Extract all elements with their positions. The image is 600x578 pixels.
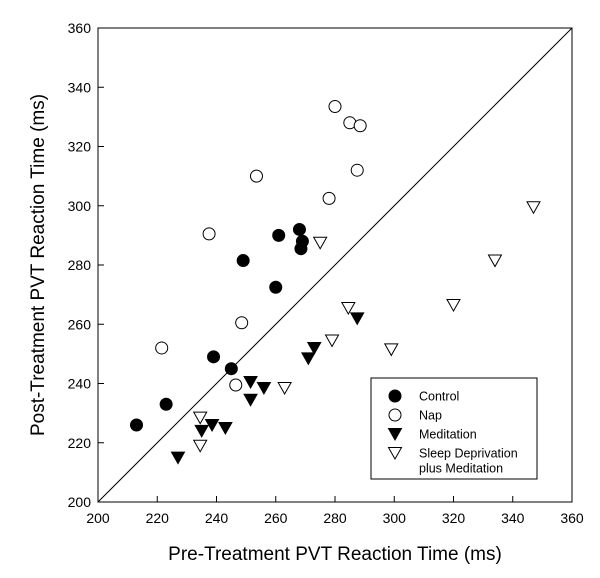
y-tick-label: 300 bbox=[68, 198, 92, 214]
point-nap bbox=[353, 119, 367, 133]
point-meditation bbox=[170, 451, 186, 465]
x-axis: 200 220 240 260 280 300 320 340 360 bbox=[86, 496, 584, 526]
point-control bbox=[294, 242, 308, 256]
point-control bbox=[130, 418, 144, 432]
legend-marker-meditation bbox=[387, 428, 403, 442]
point-sleep-deprivation-plus-meditation bbox=[312, 236, 328, 250]
y-tick-label: 340 bbox=[68, 79, 92, 95]
legend-marker-sleep-deprivation-plus-meditation bbox=[387, 447, 403, 461]
legend-label: Nap bbox=[419, 409, 442, 423]
x-tick-label: 200 bbox=[86, 510, 110, 526]
plot-area: 200 220 240 260 280 300 320 340 360 200 220 240 260… bbox=[68, 20, 584, 526]
point-nap bbox=[155, 341, 169, 355]
point-meditation bbox=[256, 381, 272, 395]
point-sleep-deprivation-plus-meditation bbox=[277, 381, 292, 395]
legend-marker-control bbox=[388, 389, 402, 403]
legend-item-meditation: Meditation bbox=[387, 428, 477, 442]
point-sleep-deprivation-plus-meditation bbox=[192, 411, 208, 425]
legend-label: Control bbox=[419, 390, 459, 404]
point-nap bbox=[229, 378, 243, 392]
x-tick-label: 260 bbox=[264, 510, 288, 526]
x-tick-label: 240 bbox=[205, 510, 229, 526]
point-meditation bbox=[194, 424, 210, 438]
point-nap bbox=[235, 316, 249, 330]
x-tick-label: 220 bbox=[146, 510, 170, 526]
y-axis-title: Post-Treatment PVT Reaction Time (ms) bbox=[28, 94, 49, 436]
point-sleep-deprivation-plus-meditation bbox=[192, 439, 208, 453]
point-nap bbox=[328, 100, 342, 114]
point-sleep-deprivation-plus-meditation bbox=[340, 301, 356, 315]
legend-item-nap: Nap bbox=[388, 408, 442, 423]
legend-item-control: Control bbox=[388, 389, 459, 404]
y-tick-label: 280 bbox=[68, 257, 92, 273]
point-meditation bbox=[204, 418, 220, 432]
point-meditation bbox=[300, 352, 316, 366]
point-control bbox=[159, 397, 173, 411]
legend-label: plus Meditation bbox=[419, 462, 503, 476]
point-nap bbox=[202, 227, 216, 241]
point-sleep-deprivation-plus-meditation bbox=[487, 254, 503, 268]
y-axis: 200 220 240 260 280 300 320 340 360 bbox=[68, 20, 104, 510]
x-tick-label: 340 bbox=[501, 510, 525, 526]
point-sleep-deprivation-plus-meditation bbox=[383, 343, 399, 357]
point-meditation bbox=[218, 421, 233, 435]
point-meditation bbox=[349, 312, 365, 326]
point-control bbox=[207, 350, 221, 364]
y-tick-label: 240 bbox=[68, 376, 92, 392]
point-sleep-deprivation-plus-meditation bbox=[324, 334, 340, 348]
legend-label: Meditation bbox=[419, 428, 477, 442]
y-tick-label: 200 bbox=[68, 494, 92, 510]
x-tick-label: 300 bbox=[383, 510, 407, 526]
y-tick-label: 260 bbox=[68, 316, 92, 332]
y-tick-label: 360 bbox=[68, 20, 92, 36]
identity-line bbox=[97, 27, 573, 503]
point-meditation bbox=[306, 341, 322, 355]
point-sleep-deprivation-plus-meditation bbox=[446, 298, 461, 313]
point-control bbox=[269, 280, 283, 294]
x-tick-label: 360 bbox=[560, 510, 584, 526]
point-control bbox=[236, 254, 250, 268]
point-control bbox=[272, 228, 286, 242]
point-control bbox=[292, 222, 306, 236]
point-meditation bbox=[243, 393, 258, 407]
point-nap bbox=[322, 191, 336, 205]
y-tick-label: 320 bbox=[68, 139, 92, 155]
legend-label: Sleep Deprivation bbox=[419, 447, 518, 461]
x-tick-label: 280 bbox=[323, 510, 347, 526]
x-axis-title: Pre-Treatment PVT Reaction Time (ms) bbox=[168, 544, 502, 565]
point-nap bbox=[249, 169, 263, 183]
x-tick-label: 320 bbox=[442, 510, 466, 526]
y-tick-label: 220 bbox=[68, 435, 92, 451]
point-meditation bbox=[243, 376, 258, 390]
point-sleep-deprivation-plus-meditation bbox=[526, 201, 541, 215]
legend: Control Nap Meditation Sleep Deprivationplu… bbox=[370, 377, 538, 480]
legend-marker-nap bbox=[388, 408, 402, 422]
point-nap bbox=[350, 163, 364, 177]
data-markers bbox=[130, 100, 541, 465]
point-control bbox=[224, 362, 238, 376]
